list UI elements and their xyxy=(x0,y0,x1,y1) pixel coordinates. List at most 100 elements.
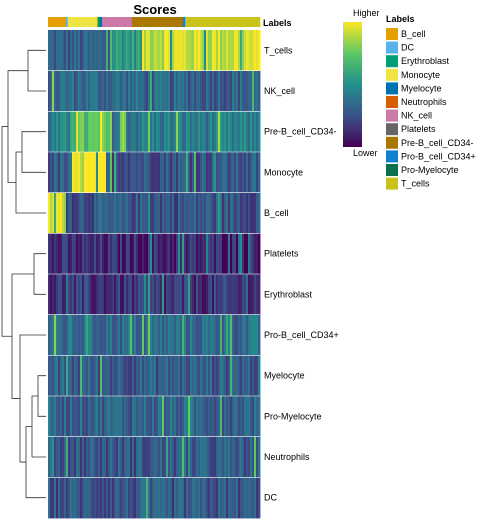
heatmap-row-Pro-Myelocyte xyxy=(48,396,261,438)
heatmap-cell xyxy=(122,477,125,519)
heatmap-cell xyxy=(232,30,235,72)
heatmap-cell xyxy=(218,477,221,519)
heatmap-cell xyxy=(56,314,59,356)
heatmap-cell xyxy=(136,152,139,194)
heatmap-cell xyxy=(204,152,207,194)
heatmap-cell xyxy=(128,396,131,438)
heatmap-cell xyxy=(222,436,225,478)
legend-label: Pre-B_cell_CD34- xyxy=(401,138,474,148)
heatmap-cell xyxy=(186,274,189,316)
heatmap-cell xyxy=(104,192,107,234)
heatmap-cell xyxy=(90,152,93,194)
heatmap-cell xyxy=(70,192,73,234)
heatmap-cell xyxy=(100,274,103,316)
heatmap-cell xyxy=(142,233,145,275)
heatmap-cell xyxy=(240,314,243,356)
heatmap-cell xyxy=(52,314,55,356)
heatmap-cell xyxy=(184,274,187,316)
heatmap-cell xyxy=(86,314,89,356)
heatmap-cell xyxy=(98,436,101,478)
heatmap-cell xyxy=(112,396,115,438)
heatmap-cell xyxy=(254,233,257,275)
heatmap-cell xyxy=(80,477,83,519)
row-label: Neutrophils xyxy=(264,452,310,462)
heatmap-cell xyxy=(56,233,59,275)
heatmap-cell xyxy=(134,111,137,153)
heatmap-cell xyxy=(154,436,157,478)
heatmap-cell xyxy=(248,30,251,72)
heatmap-cell xyxy=(244,192,247,234)
heatmap-cell xyxy=(200,314,203,356)
heatmap-cell xyxy=(58,274,61,316)
heatmap-cell xyxy=(82,30,85,72)
heatmap-cell xyxy=(98,111,101,153)
heatmap-cell xyxy=(172,436,175,478)
heatmap-cell xyxy=(50,192,53,234)
heatmap-cell xyxy=(162,396,165,438)
heatmap-cell xyxy=(126,396,129,438)
heatmap-cell xyxy=(150,274,153,316)
heatmap-cell xyxy=(246,274,249,316)
heatmap-cell xyxy=(118,314,121,356)
heatmap-cell xyxy=(50,274,53,316)
heatmap-cell xyxy=(224,233,227,275)
heatmap-cell xyxy=(252,233,255,275)
heatmap-cell xyxy=(50,314,53,356)
heatmap-cell xyxy=(50,396,53,438)
heatmap-cell xyxy=(234,355,237,397)
legend-label: Myelocyte xyxy=(401,83,442,93)
heatmap-cell xyxy=(60,192,63,234)
heatmap-cell xyxy=(186,233,189,275)
heatmap-cell xyxy=(100,30,103,72)
heatmap-cell xyxy=(164,436,167,478)
heatmap-cell xyxy=(158,152,161,194)
heatmap-cell xyxy=(146,70,149,112)
heatmap-cell xyxy=(90,30,93,72)
heatmap-cell xyxy=(58,436,61,478)
heatmap-cell xyxy=(120,274,123,316)
heatmap-cell xyxy=(226,192,229,234)
heatmap-cell xyxy=(152,70,155,112)
heatmap-cell xyxy=(126,436,129,478)
heatmap-cell xyxy=(48,152,51,194)
heatmap-cell xyxy=(202,396,205,438)
heatmap-cell xyxy=(58,233,61,275)
heatmap-cell xyxy=(66,314,69,356)
heatmap-cell xyxy=(146,396,149,438)
heatmap-cell xyxy=(96,436,99,478)
heatmap-cell xyxy=(126,111,129,153)
heatmap-cell xyxy=(104,355,107,397)
heatmap-cell xyxy=(204,233,207,275)
heatmap-cell xyxy=(194,192,197,234)
heatmap-cell xyxy=(162,274,165,316)
heatmap-cell xyxy=(158,70,161,112)
heatmap-cell xyxy=(112,233,115,275)
heatmap-cell xyxy=(214,396,217,438)
heatmap-cell xyxy=(112,30,115,72)
heatmap-cell xyxy=(118,233,121,275)
heatmap-cell xyxy=(184,233,187,275)
heatmap-cell xyxy=(194,70,197,112)
heatmap-cell xyxy=(110,111,113,153)
heatmap-cell xyxy=(132,355,135,397)
heatmap-cell xyxy=(210,70,213,112)
heatmap-cell xyxy=(186,111,189,153)
heatmap-cell xyxy=(178,233,181,275)
heatmap-cell xyxy=(258,233,261,275)
heatmap-cell xyxy=(56,477,59,519)
heatmap-cell xyxy=(116,436,119,478)
heatmap-cell xyxy=(190,152,193,194)
heatmap-cell xyxy=(50,70,53,112)
heatmap-cell xyxy=(190,396,193,438)
heatmap-cell xyxy=(242,70,245,112)
heatmap-cell xyxy=(112,274,115,316)
heatmap-cell xyxy=(102,70,105,112)
heatmap-cell xyxy=(182,436,185,478)
dendrogram-branch xyxy=(37,375,46,417)
heatmap-cell xyxy=(192,314,195,356)
heatmap-cell xyxy=(158,192,161,234)
heatmap-cell xyxy=(72,233,75,275)
heatmap-cell xyxy=(250,192,253,234)
heatmap-cell xyxy=(162,192,165,234)
heatmap-cell xyxy=(58,355,61,397)
